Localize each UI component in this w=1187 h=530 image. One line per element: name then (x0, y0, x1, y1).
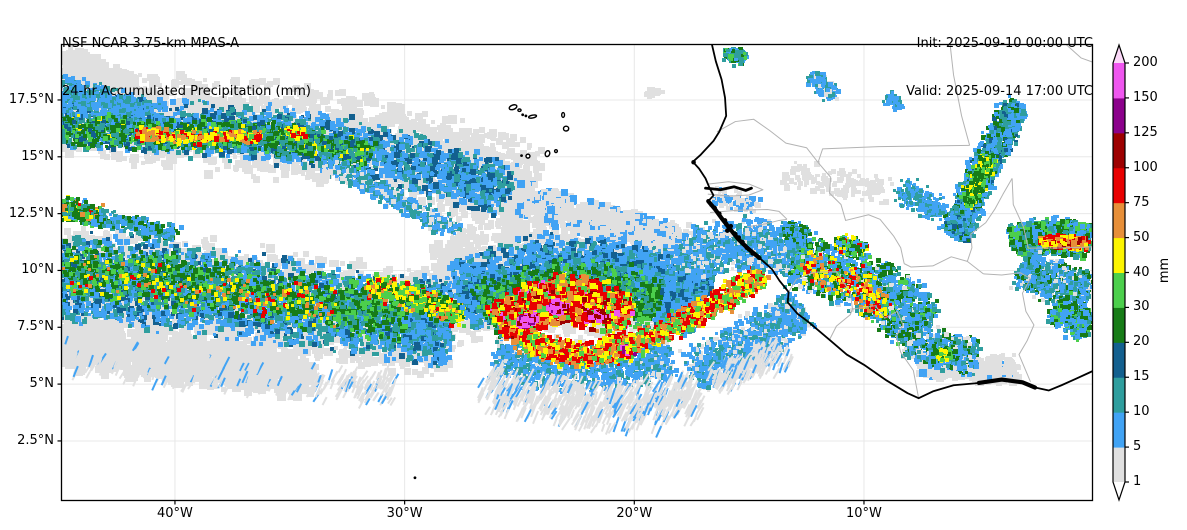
y-tick-label: 10°N (21, 262, 54, 278)
colorbar-tick-label: 100 (1133, 159, 1158, 175)
colorbar-tick-label: 30 (1133, 299, 1150, 315)
colorbar-tick-label: 125 (1133, 124, 1158, 140)
y-tick-label: 2.5°N (17, 432, 54, 448)
x-tick-label: 30°W (386, 506, 423, 521)
colorbar-tick-label: 40 (1133, 264, 1150, 280)
time-block: Init: 2025-09-10 00:00 UTC Valid: 2025-0… (906, 4, 1093, 116)
colorbar-tick-label: 10 (1133, 404, 1150, 420)
y-tick-label: 17.5°N (8, 91, 54, 107)
colorbar-tick-label: 150 (1133, 89, 1158, 105)
model-title: NSF NCAR 3.75-km MPAS-A (62, 36, 240, 51)
plot-title: 24-hr Accumulated Precipitation (mm) (62, 84, 311, 99)
y-tick-label: 5°N (29, 376, 55, 392)
x-tick-label: 20°W (616, 506, 653, 521)
y-tick-label: 12.5°N (8, 205, 54, 221)
colorbar-tick-label: 50 (1133, 229, 1150, 245)
y-tick-label: 7.5°N (17, 319, 54, 335)
colorbar-tick-label: 200 (1133, 55, 1158, 70)
init-time-label: Init: 2025-09-10 00:00 UTC (916, 36, 1093, 51)
x-tick-label: 40°W (157, 506, 193, 521)
colorbar-tick-label: 5 (1133, 439, 1142, 455)
colorbar-tick-label: 75 (1133, 194, 1150, 210)
title-block: NSF NCAR 3.75-km MPAS-A 24-hr Accumulate… (62, 4, 311, 116)
x-tick-label: 10°W (846, 506, 882, 521)
y-tick-label: 15°N (21, 148, 54, 164)
colorbar-tick-label: 1 (1133, 474, 1142, 489)
colorbar-unit-label: mm (1157, 257, 1173, 284)
valid-time-label: Valid: 2025-09-14 17:00 UTC (906, 84, 1093, 99)
colorbar-tick-label: 15 (1133, 369, 1150, 385)
colorbar-tick-label: 20 (1133, 334, 1150, 350)
